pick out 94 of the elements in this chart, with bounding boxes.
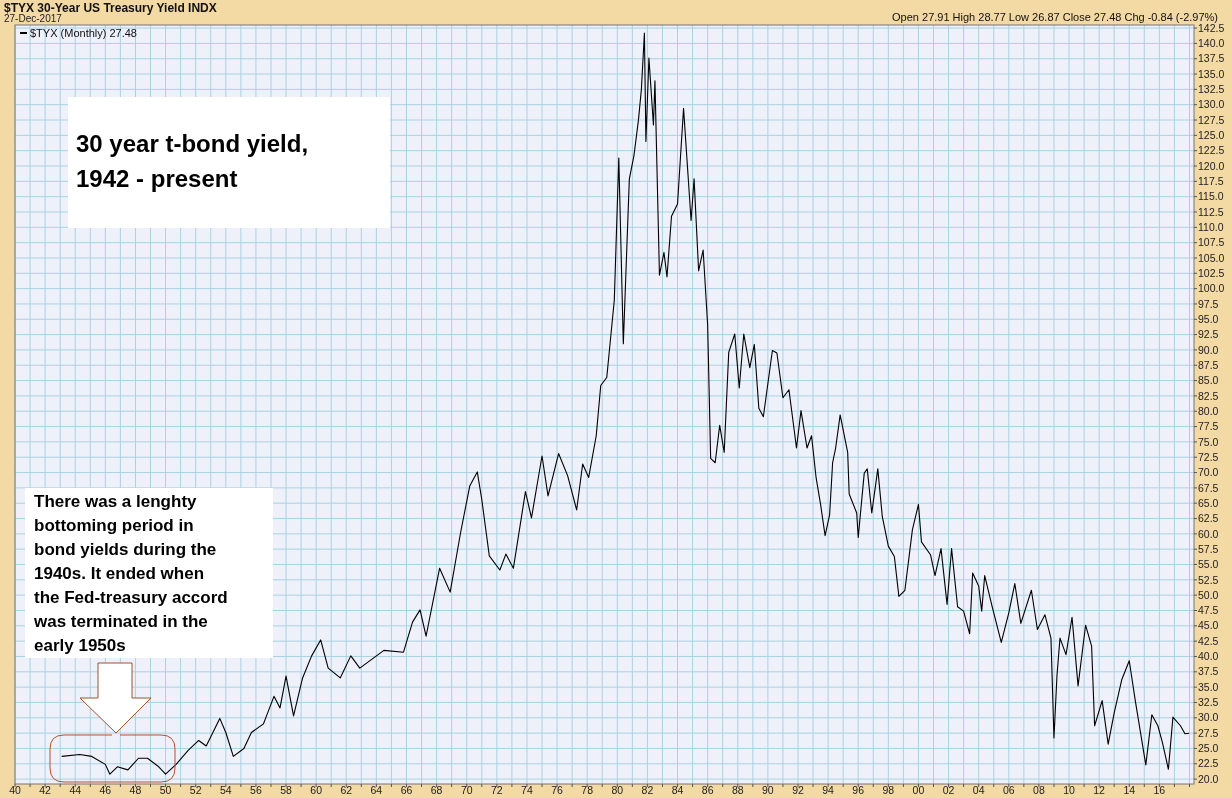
x-tick-label: 52 — [189, 784, 202, 796]
y-tick-label: 55.0 — [1198, 558, 1219, 571]
y-tick-label: 112.5 — [1198, 205, 1224, 218]
annotation: There was a lenghty bottoming period in bond yields during the 1940s. It ended when the Fed-treasury accord was terminated in the early 1950s — [33, 492, 228, 655]
x-tick-label: 98 — [882, 784, 895, 796]
y-tick-label: 137.5 — [1198, 52, 1225, 65]
y-tick-label: 85.0 — [1198, 374, 1219, 387]
y-tick-label: 60.0 — [1198, 527, 1219, 540]
x-tick-label: 70 — [460, 784, 473, 796]
x-tick-label: 94 — [822, 784, 835, 796]
x-tick-label: 90 — [762, 784, 774, 796]
x-tick-label: 74 — [521, 784, 533, 796]
x-tick-label: 08 — [1033, 784, 1045, 796]
y-tick-label: 107.5 — [1198, 236, 1225, 249]
y-tick-label: 40.0 — [1198, 650, 1219, 663]
x-tick-label: 12 — [1093, 784, 1106, 796]
y-tick-label: 105.0 — [1198, 251, 1225, 264]
y-tick-label: 32.5 — [1198, 696, 1219, 709]
x-tick-label: 58 — [280, 784, 293, 796]
y-tick-label: 77.5 — [1198, 420, 1219, 433]
y-tick-label: 90.0 — [1198, 343, 1219, 356]
y-tick-label: 42.5 — [1198, 634, 1219, 647]
y-tick-label: 97.5 — [1198, 297, 1219, 310]
x-tick-label: 96 — [852, 784, 865, 796]
y-tick-label: 132.5 — [1198, 83, 1225, 96]
y-tick-label: 57.5 — [1198, 542, 1219, 555]
y-tick-label: 100.0 — [1198, 282, 1225, 295]
x-tick-label: 62 — [340, 784, 353, 796]
y-tick-label: 62.5 — [1198, 512, 1219, 525]
x-tick-label: 10 — [1063, 784, 1076, 796]
y-tick-label: 20.0 — [1198, 772, 1219, 785]
y-tick-label: 127.5 — [1198, 113, 1225, 126]
y-tick-label: 92.5 — [1198, 328, 1219, 341]
annotation: 30 year t-bond yield, 1942 - present — [76, 130, 309, 192]
chart-title: $TYX 30-Year US Treasury Yield INDX — [4, 1, 217, 15]
y-tick-label: 102.5 — [1198, 266, 1225, 279]
x-tick-label: 48 — [129, 784, 142, 796]
y-tick-label: 75.0 — [1198, 435, 1219, 448]
y-tick-label: 125.0 — [1198, 129, 1225, 142]
y-tick-label: 120.0 — [1198, 159, 1225, 172]
x-tick-label: 92 — [792, 784, 804, 796]
y-tick-label: 115.0 — [1198, 190, 1224, 203]
y-tick-label: 25.0 — [1198, 742, 1219, 755]
x-tick-label: 14 — [1123, 784, 1136, 796]
y-tick-label: 95.0 — [1198, 312, 1219, 325]
y-tick-label: 35.0 — [1198, 680, 1219, 693]
text: Open 27.91 High 28.77 Low 26.87 Close 27.48 Chg -0.84 (-2.97%) — [892, 11, 1218, 23]
x-tick-label: 16 — [1153, 784, 1166, 796]
y-tick-label: 30.0 — [1198, 711, 1219, 724]
x-tick-label: 64 — [370, 784, 383, 796]
y-tick-label: 117.5 — [1198, 175, 1224, 188]
y-tick-label: 52.5 — [1198, 573, 1219, 586]
y-tick-label: 87.5 — [1198, 358, 1219, 371]
y-tick-label: 72.5 — [1198, 450, 1219, 463]
y-tick-label: 140.0 — [1198, 37, 1225, 50]
y-tick-label: 122.5 — [1198, 144, 1225, 157]
x-tick-label: 66 — [400, 784, 413, 796]
chart-subtitle: 27-Dec-2017 — [4, 13, 63, 24]
x-tick-label: 54 — [219, 784, 232, 796]
x-tick-label: 82 — [641, 784, 654, 796]
x-tick-label: 40 — [9, 784, 21, 796]
x-tick-label: 46 — [99, 784, 112, 796]
x-tick-label: 06 — [1002, 784, 1015, 796]
y-tick-label: 50.0 — [1198, 588, 1219, 601]
x-tick-label: 76 — [551, 784, 564, 796]
y-tick-label: 45.0 — [1198, 619, 1219, 632]
y-tick-label: 82.5 — [1198, 389, 1219, 402]
y-tick-label: 47.5 — [1198, 604, 1219, 617]
x-tick-label: 60 — [310, 784, 323, 796]
x-tick-label: 00 — [912, 784, 925, 796]
x-tick-label: 04 — [972, 784, 985, 796]
y-tick-label: 37.5 — [1198, 665, 1219, 678]
x-tick-label: 42 — [39, 784, 52, 796]
x-tick-label: 50 — [159, 784, 172, 796]
y-tick-label: 27.5 — [1198, 726, 1219, 739]
legend-label: $TYX (Monthly) 27.48 — [30, 26, 137, 39]
y-tick-label: 135.0 — [1198, 67, 1225, 80]
x-tick-label: 86 — [701, 784, 714, 796]
y-tick-label: 110.0 — [1198, 220, 1224, 233]
x-tick-label: 68 — [430, 784, 443, 796]
y-tick-label: 130.0 — [1198, 98, 1225, 111]
x-tick-label: 02 — [942, 784, 955, 796]
y-tick-label: 22.5 — [1198, 757, 1219, 770]
y-tick-label: 80.0 — [1198, 404, 1219, 417]
x-tick-label: 84 — [671, 784, 684, 796]
x-tick-label: 72 — [491, 784, 503, 796]
x-tick-label: 80 — [611, 784, 624, 796]
y-tick-label: 70.0 — [1198, 466, 1219, 479]
y-tick-label: 67.5 — [1198, 481, 1219, 494]
x-tick-label: 56 — [250, 784, 262, 796]
x-tick-label: 88 — [731, 784, 744, 796]
x-tick-label: 44 — [69, 784, 82, 796]
y-tick-label: 65.0 — [1198, 496, 1219, 509]
x-tick-label: 78 — [581, 784, 594, 796]
